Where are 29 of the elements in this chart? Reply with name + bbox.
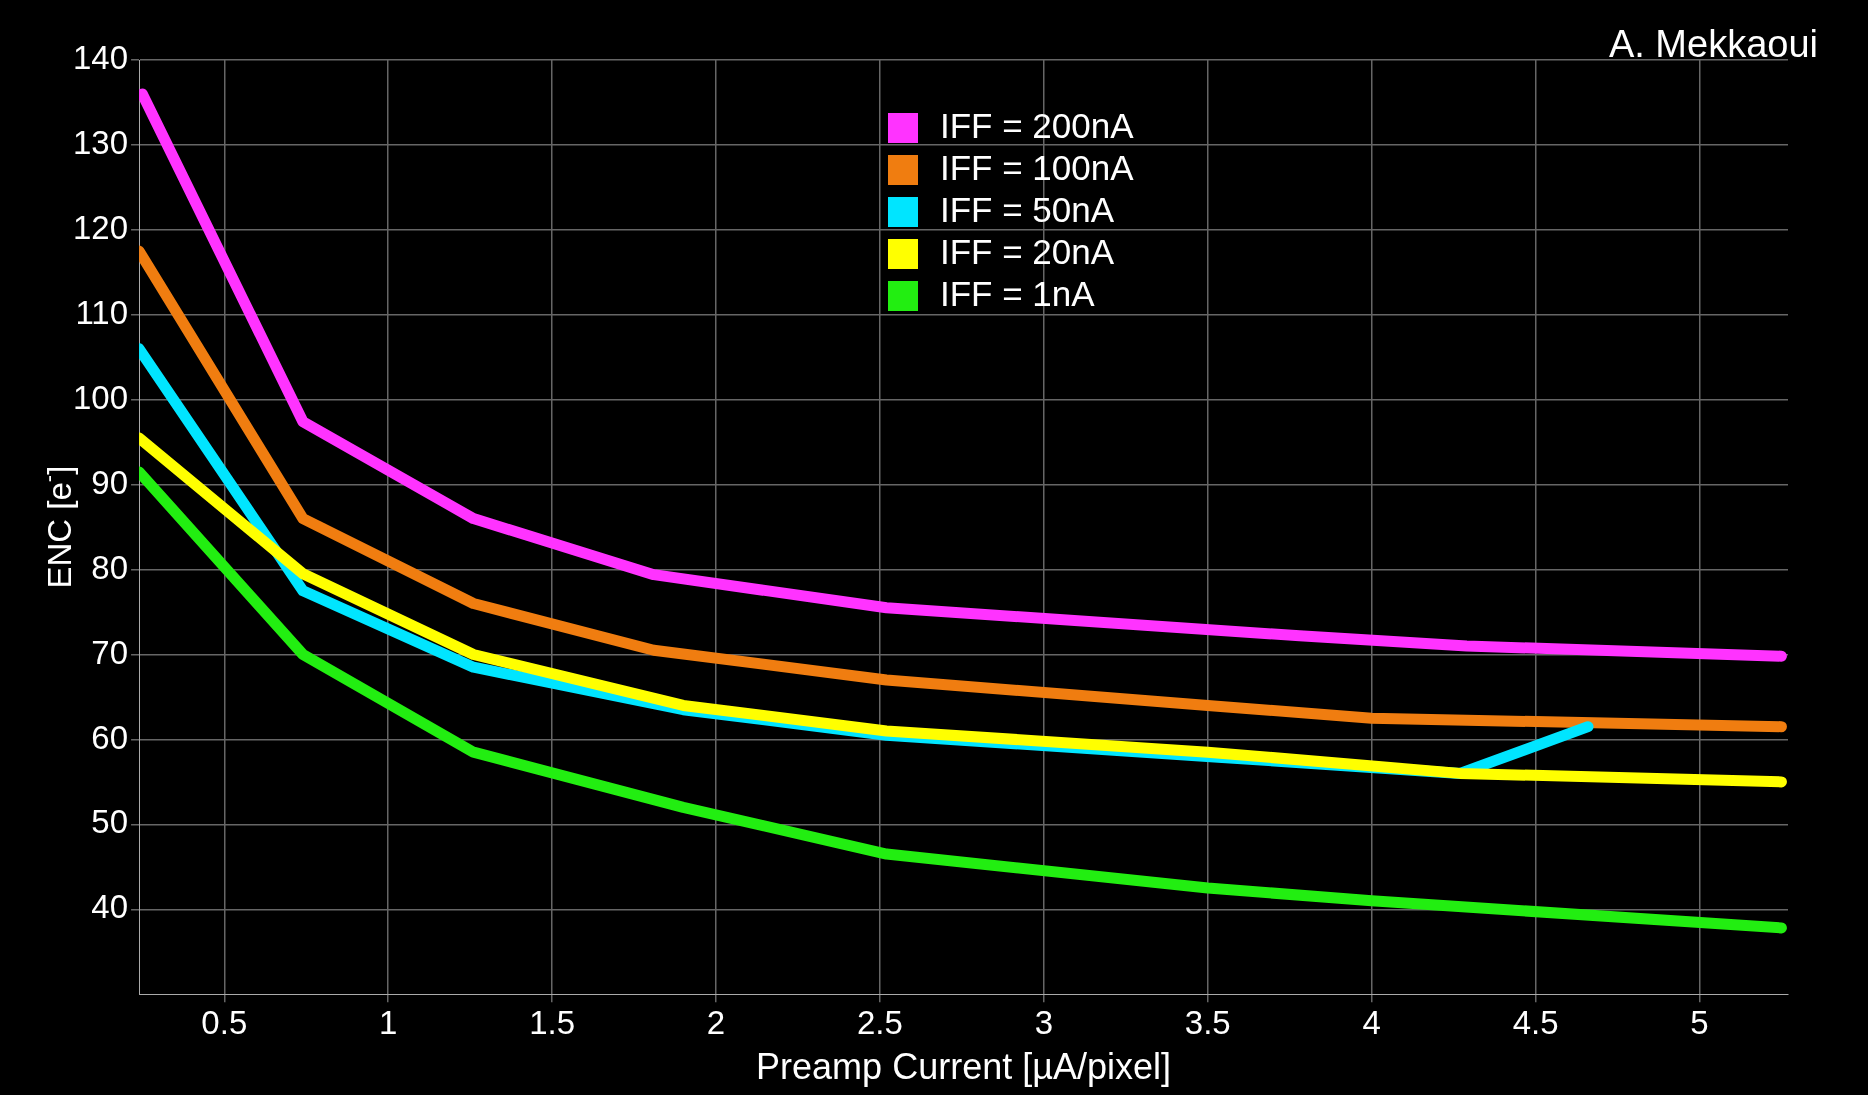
x-tick-label: 1 [379,1004,398,1042]
x-tick-label: 4 [1362,1004,1381,1042]
y-tick-label: 50 [91,803,129,841]
x-tick-label: 2.5 [857,1004,903,1042]
legend-label: IFF = 100nA [940,147,1135,187]
x-tick-label: 3 [1034,1004,1054,1042]
x-axis-title: Preamp Current [µA/pixel] [756,1046,1171,1088]
x-tick-label: 0.5 [201,1004,248,1042]
y-tick-label: 90 [91,463,129,501]
annotation: A. Mekkaoui [1608,23,1818,66]
legend-label: IFF = 1nA [940,273,1096,313]
legend-label: IFF = 50nA [940,189,1115,229]
legend-label: IFF = 200nA [940,105,1135,145]
y-tick-label: 70 [91,633,129,671]
y-tick-label: 60 [91,718,129,756]
x-tick-label: 5 [1690,1004,1709,1042]
x-tick-label: 4.5 [1512,1004,1559,1042]
y-tick-label: 110 [75,293,129,331]
x-tick-label: 1.5 [529,1004,576,1042]
y-tick-label: 120 [73,208,129,246]
x-tick-label: 2 [706,1004,726,1042]
y-tick-label: 80 [91,548,129,586]
y-tick-label: 130 [73,124,129,162]
y-axis-title: ENC [e-] [36,465,79,589]
x-tick-label: 3.5 [1184,1004,1231,1042]
y-tick-label: 140 [73,39,129,77]
y-tick-label: 100 [73,378,129,416]
y-tick-label: 40 [91,888,129,926]
legend-label: IFF = 20nA [940,231,1115,271]
